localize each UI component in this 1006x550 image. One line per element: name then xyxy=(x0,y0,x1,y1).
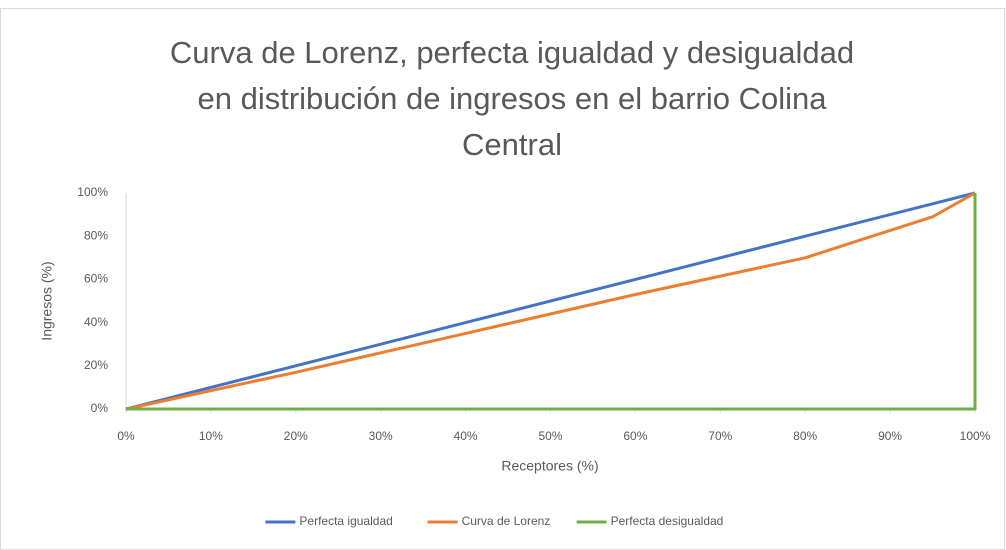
series-line xyxy=(125,191,976,411)
legend-label: Curva de Lorenz xyxy=(462,514,551,528)
x-tick-label: 40% xyxy=(454,429,478,443)
chart-title: Central xyxy=(462,127,562,162)
chart-title: en distribución de ingresos en el barrio… xyxy=(198,81,828,116)
series-line xyxy=(125,191,976,411)
x-tick-label: 80% xyxy=(793,429,817,443)
chart-title: Curva de Lorenz, perfecta igualdad y des… xyxy=(170,35,854,70)
legend-label: Perfecta desigualdad xyxy=(611,514,724,528)
x-tick-label: 20% xyxy=(284,429,308,443)
y-tick-label: 100% xyxy=(77,185,108,199)
x-tick-label: 100% xyxy=(960,429,991,443)
x-tick-label: 0% xyxy=(117,429,135,443)
y-tick-label: 20% xyxy=(84,358,108,372)
chart-border xyxy=(0,8,1005,550)
x-tick-label: 50% xyxy=(538,429,562,443)
y-tick-label: 60% xyxy=(84,272,108,286)
x-axis-label: Receptores (%) xyxy=(501,458,598,474)
x-tick-label: 30% xyxy=(369,429,393,443)
y-tick-label: 0% xyxy=(91,401,109,415)
series-line xyxy=(126,193,977,411)
y-tick-label: 40% xyxy=(84,315,108,329)
x-tick-label: 90% xyxy=(878,429,902,443)
x-tick-label: 10% xyxy=(199,429,223,443)
x-tick-label: 60% xyxy=(623,429,647,443)
legend-label: Perfecta igualdad xyxy=(299,514,392,528)
y-axis-label: Ingresos (%) xyxy=(39,261,55,340)
y-tick-label: 80% xyxy=(84,228,108,242)
x-tick-label: 70% xyxy=(708,429,732,443)
